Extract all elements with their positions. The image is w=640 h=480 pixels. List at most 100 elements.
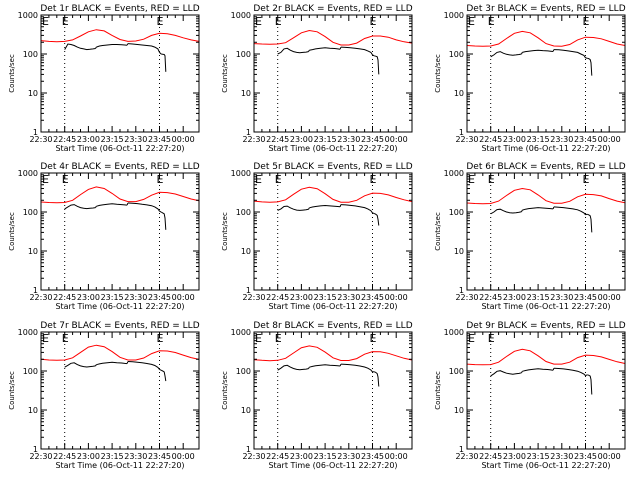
events-line-seg-4: [586, 374, 593, 395]
event-vline-label: E: [275, 173, 282, 186]
x-tick-label: 22:45: [53, 452, 76, 461]
y-tick-label: 100: [23, 367, 38, 376]
y-tick-label: 100: [23, 50, 38, 59]
x-tick-label: 23:15: [527, 135, 550, 144]
x-tick-label: 23:00: [77, 293, 100, 302]
events-line-seg-2: [96, 361, 128, 366]
events-line-seg-1: [277, 205, 309, 211]
lld-line-seg-1: [40, 29, 200, 43]
y-tick-label: 1: [33, 286, 38, 295]
x-tick-label: 23:45: [574, 452, 597, 461]
plot-frame: [40, 172, 200, 291]
x-tick-label: 23:45: [148, 452, 171, 461]
x-tick-label: 22:30: [29, 135, 52, 144]
x-tick-label: 22:30: [242, 135, 265, 144]
x-tick-label: 23:00: [290, 452, 313, 461]
y-tick-label: 1000: [18, 11, 38, 20]
x-tick-label: 23:00: [503, 293, 526, 302]
y-axis-label: Counts/sec: [8, 371, 16, 410]
series-step: [552, 206, 555, 210]
events-line-seg-3: [553, 367, 586, 376]
event-vline-label: E: [157, 332, 164, 345]
plot-frame: [253, 172, 413, 291]
panel-title: Det 2r BLACK = Events, RED = LLD: [253, 4, 412, 14]
events-line-seg-3: [553, 206, 586, 216]
x-tick-label: 22:45: [53, 293, 76, 302]
y-tick-label: 10: [28, 406, 38, 415]
events-line-seg-1: [490, 370, 522, 377]
y-tick-label: 10: [28, 247, 38, 256]
x-tick-label: 00:00: [385, 452, 408, 461]
corner-marker: E: [42, 15, 49, 28]
x-axis-label: Start Time (06-Oct-11 22:27:20): [481, 302, 610, 311]
x-tick-label: 00:00: [598, 135, 621, 144]
y-tick-label: 1: [246, 445, 251, 454]
x-tick-label: 23:00: [290, 293, 313, 302]
x-tick-label: 22:30: [455, 452, 478, 461]
panel-title: Det 1r BLACK = Events, RED = LLD: [40, 4, 199, 14]
y-axis-label: Counts/sec: [221, 212, 229, 251]
events-line-seg-2: [522, 49, 554, 53]
events-line-seg-4: [586, 57, 593, 76]
x-tick-label: 23:15: [314, 452, 337, 461]
x-tick-label: 23:45: [361, 452, 384, 461]
y-tick-label: 10: [454, 89, 464, 98]
event-vline-label: E: [62, 332, 69, 345]
x-tick-label: 23:00: [290, 135, 313, 144]
x-axis-label: Start Time (06-Oct-11 22:27:20): [55, 144, 184, 153]
x-tick-label: 23:30: [337, 135, 360, 144]
events-line-seg-4: [161, 53, 167, 72]
y-tick-label: 100: [236, 208, 251, 217]
x-axis-label: Start Time (06-Oct-11 22:27:20): [268, 144, 397, 153]
y-tick-label: 100: [23, 208, 38, 217]
x-axis-label: Start Time (06-Oct-11 22:27:20): [55, 461, 184, 470]
series-step: [308, 366, 310, 369]
event-vline-label: E: [583, 173, 590, 186]
x-tick-label: 00:00: [172, 293, 195, 302]
x-tick-label: 00:00: [385, 135, 408, 144]
y-tick-label: 100: [449, 367, 464, 376]
panel-title: Det 9r BLACK = Events, RED = LLD: [466, 321, 625, 331]
event-vline-label: E: [157, 173, 164, 186]
y-tick-label: 10: [28, 89, 38, 98]
panel-title: Det 7r BLACK = Events, RED = LLD: [40, 321, 199, 331]
x-axis-label: Start Time (06-Oct-11 22:27:20): [55, 302, 184, 311]
y-axis-label: Counts/sec: [221, 54, 229, 93]
events-line-seg-1: [277, 47, 309, 55]
lld-line-seg-1: [253, 345, 413, 362]
x-tick-label: 22:45: [266, 293, 289, 302]
events-line-seg-1: [490, 208, 522, 215]
y-tick-label: 100: [236, 50, 251, 59]
y-tick-label: 1000: [231, 169, 251, 178]
events-line-seg-4: [160, 369, 167, 382]
lld-line-seg-1: [466, 348, 626, 366]
x-tick-label: 00:00: [385, 293, 408, 302]
x-tick-label: 23:30: [124, 452, 147, 461]
series-step: [159, 52, 162, 55]
events-line-seg-3: [553, 49, 586, 59]
events-line-seg-1: [64, 43, 96, 51]
series-step: [585, 374, 588, 377]
y-tick-label: 100: [449, 50, 464, 59]
panel-title: Det 3r BLACK = Events, RED = LLD: [466, 4, 625, 14]
y-tick-label: 1: [459, 286, 464, 295]
events-line-seg-4: [373, 371, 380, 387]
plot-frame: [466, 331, 626, 450]
event-vline-label: E: [488, 173, 495, 186]
corner-marker: E: [255, 332, 262, 345]
x-tick-label: 22:30: [29, 293, 52, 302]
x-tick-label: 00:00: [598, 452, 621, 461]
x-tick-label: 22:30: [29, 452, 52, 461]
events-line-seg-1: [277, 364, 309, 371]
events-line-seg-3: [127, 361, 160, 370]
lld-line-seg-1: [40, 186, 200, 204]
event-vline-label: E: [370, 332, 377, 345]
x-tick-label: 23:30: [550, 293, 573, 302]
y-tick-label: 1000: [18, 328, 38, 337]
events-line-seg-4: [160, 211, 167, 230]
